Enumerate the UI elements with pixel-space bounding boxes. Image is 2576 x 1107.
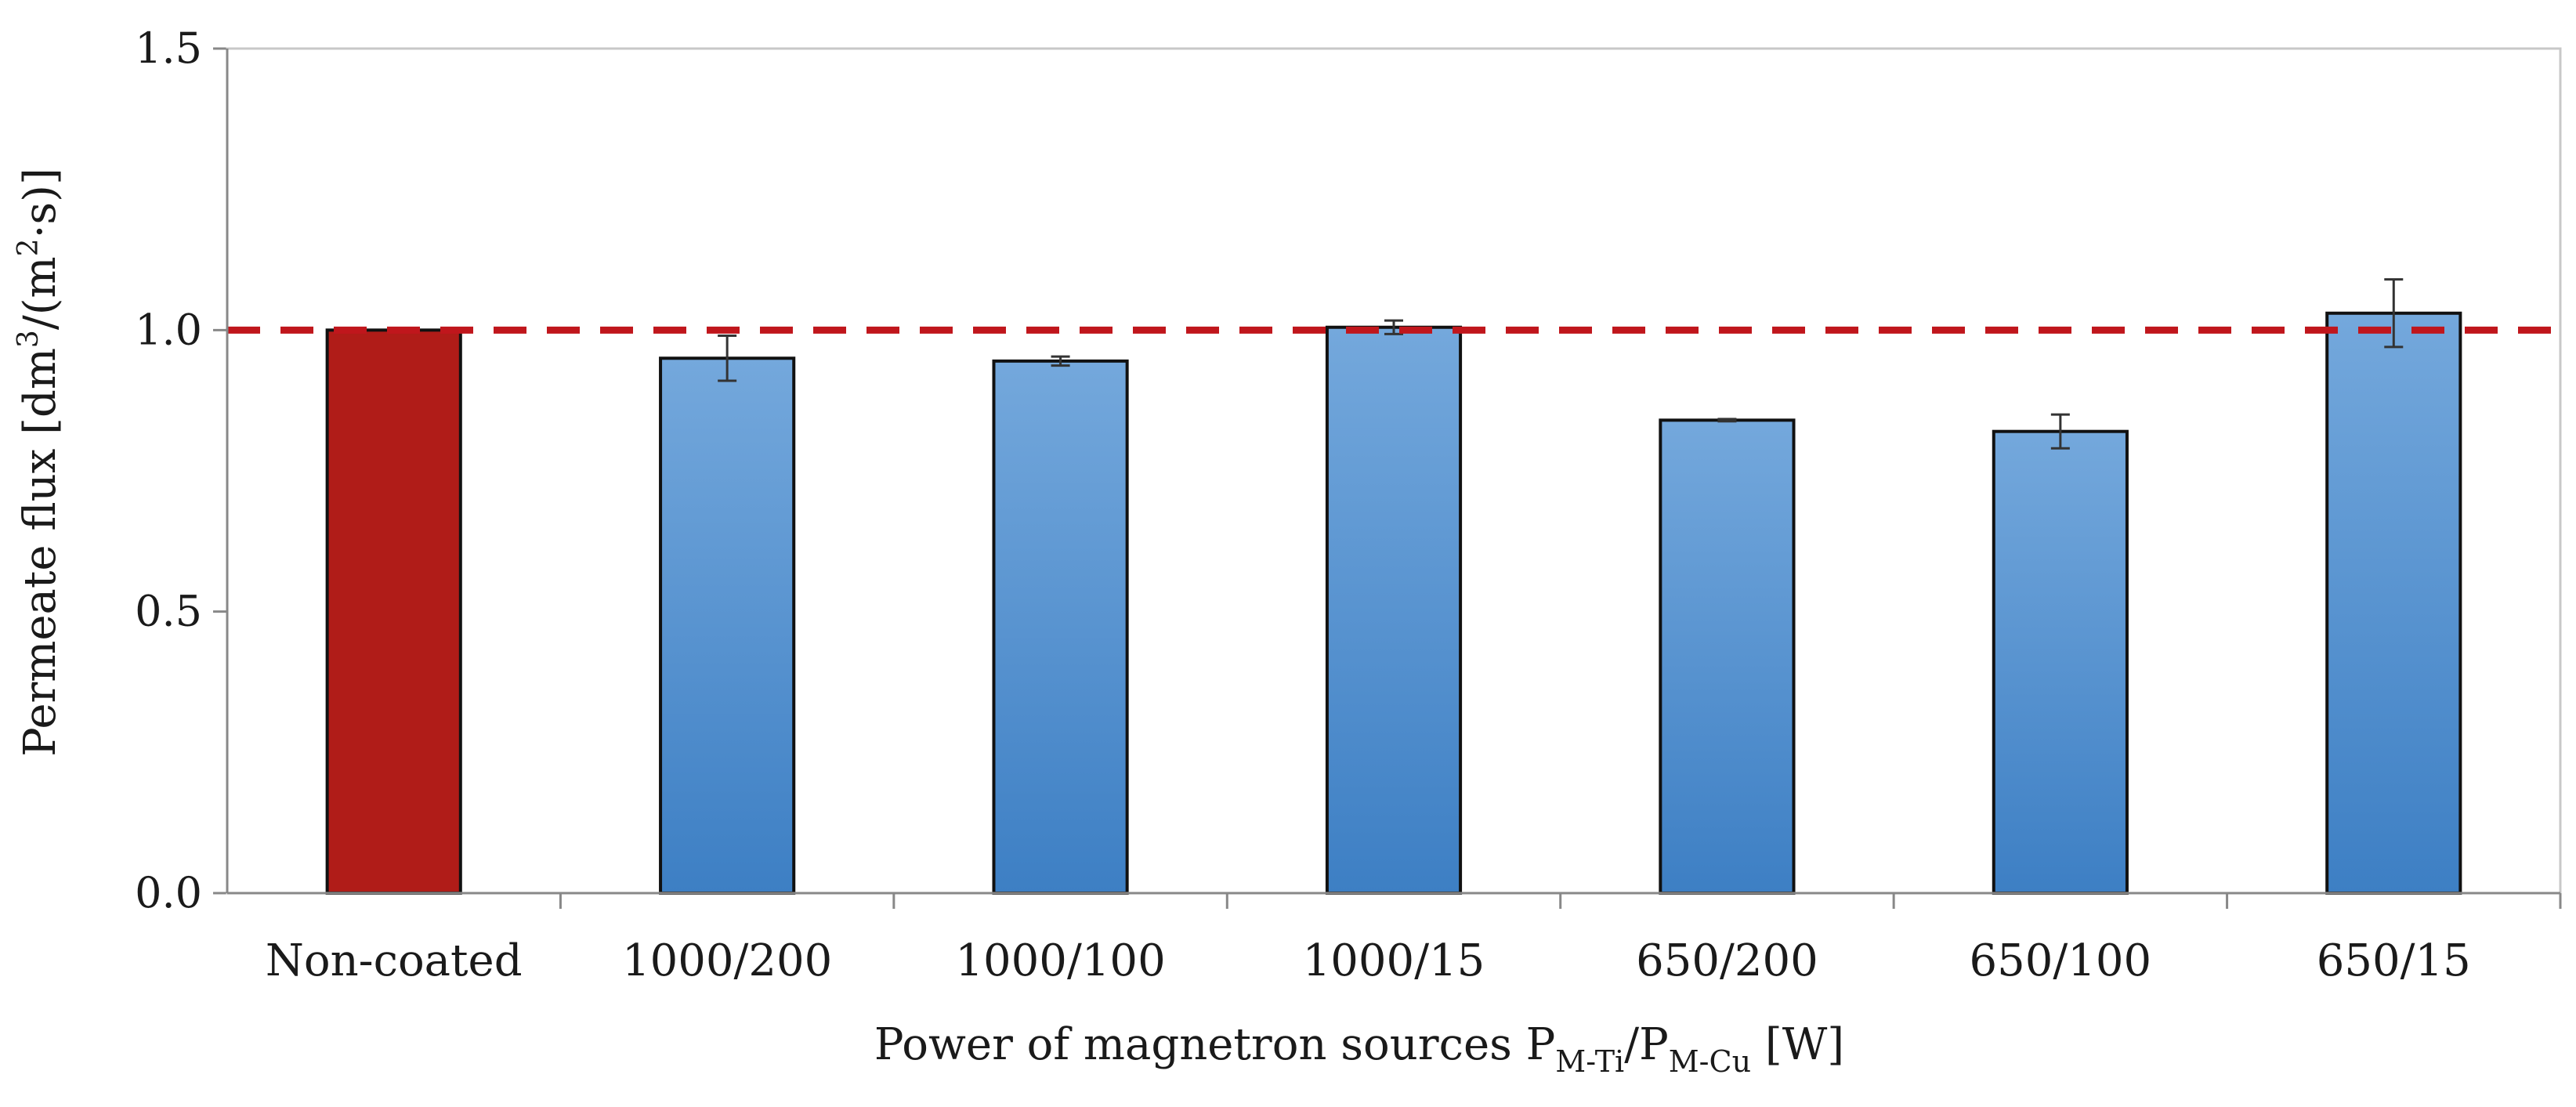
x-tick-label: 1000/200 bbox=[622, 935, 832, 986]
x-tick-label: 650/100 bbox=[1970, 935, 2152, 986]
error-bar bbox=[718, 335, 737, 382]
bar-1000-200 bbox=[659, 356, 796, 895]
x-tick-label: Non-coated bbox=[266, 935, 523, 986]
y-tick-label: 1.0 bbox=[135, 305, 202, 354]
y-tick-label: 0.5 bbox=[135, 587, 202, 636]
y-tick-label: 1.5 bbox=[135, 24, 202, 73]
x-axis-title: Power of magnetron sources PM-Ti/PM-Cu [… bbox=[874, 1019, 1844, 1079]
error-bar bbox=[1051, 355, 1070, 367]
bar-1000-100 bbox=[992, 359, 1129, 895]
y-axis-title: Permeate flux [dm3/(m2·s)] bbox=[13, 168, 66, 757]
x-tick-label: 650/15 bbox=[2317, 935, 2471, 986]
y-tick-label: 0.0 bbox=[135, 868, 202, 917]
error-bar bbox=[2384, 278, 2404, 349]
bar-650-15 bbox=[2325, 311, 2462, 895]
x-tick-label: 1000/15 bbox=[1303, 935, 1485, 986]
error-bar bbox=[1384, 319, 1403, 335]
bar-650-200 bbox=[1659, 418, 1796, 895]
x-tick-label: 1000/100 bbox=[955, 935, 1165, 986]
error-bar bbox=[1717, 418, 1737, 423]
bar-650-100 bbox=[1992, 429, 2129, 895]
x-tick-label: 650/200 bbox=[1636, 935, 1818, 986]
bar-1000-15 bbox=[1325, 325, 1463, 895]
error-bar bbox=[2050, 413, 2070, 450]
bar-non-coated bbox=[325, 328, 462, 895]
